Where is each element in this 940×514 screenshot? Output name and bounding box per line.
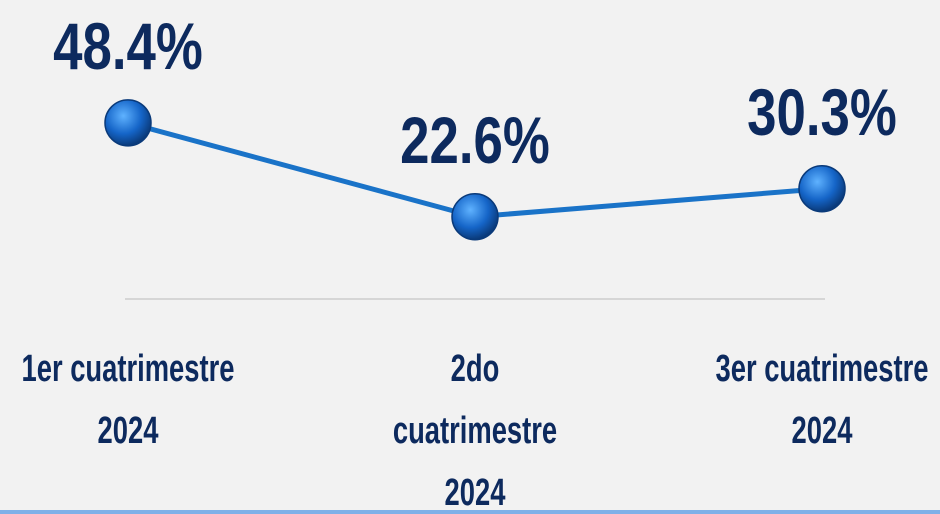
bottom-bar — [0, 510, 940, 514]
point — [798, 164, 846, 213]
x-tick-label: 2do cuatrimestre 2024 — [392, 348, 558, 514]
x-tick-label: 1er cuatrimestre 2024 — [21, 348, 235, 452]
data-label: 48.4% — [53, 8, 203, 83]
data-label: 30.3% — [747, 74, 897, 149]
x-tick-label: 3er cuatrimestre 2024 — [715, 348, 929, 452]
data-label: 22.6% — [400, 102, 550, 177]
point — [104, 99, 152, 147]
point — [451, 192, 499, 241]
